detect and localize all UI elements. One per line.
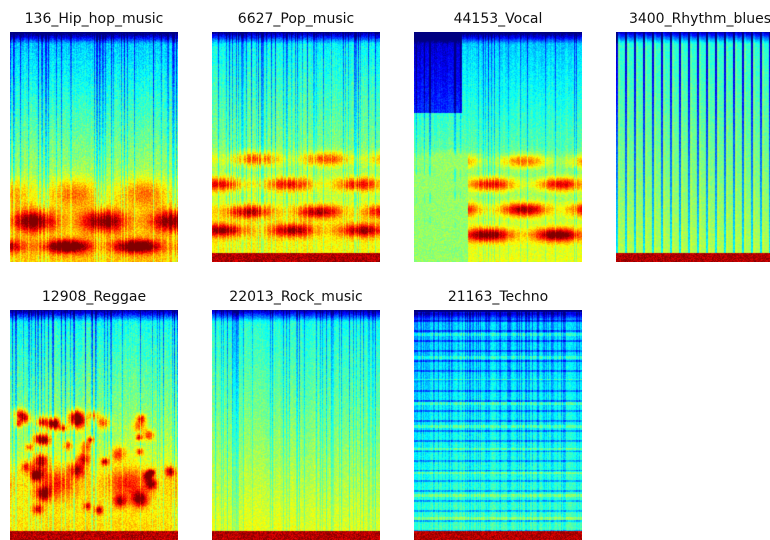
spectrogram-image: [10, 32, 178, 262]
spectrogram-image: [414, 32, 582, 262]
spectrogram-title: 3400_Rhythm_blues: [628, 11, 770, 27]
spectrogram-image: [212, 32, 380, 262]
spectrogram-image: [616, 32, 770, 262]
spectrogram-image: [414, 310, 582, 540]
spectrogram-image: [212, 310, 380, 540]
spectrogram-title: 22013_Rock_music: [229, 289, 363, 305]
spectrogram-title: 136_Hip_hop_music: [24, 11, 164, 27]
spectrogram-title: 6627_Pop_music: [237, 11, 355, 27]
spectrogram-title: 44153_Vocal: [453, 11, 543, 27]
spectrogram-title: 21163_Techno: [447, 289, 549, 305]
spectrogram-image: [10, 310, 178, 540]
spectrogram-title: 12908_Reggae: [41, 289, 147, 305]
